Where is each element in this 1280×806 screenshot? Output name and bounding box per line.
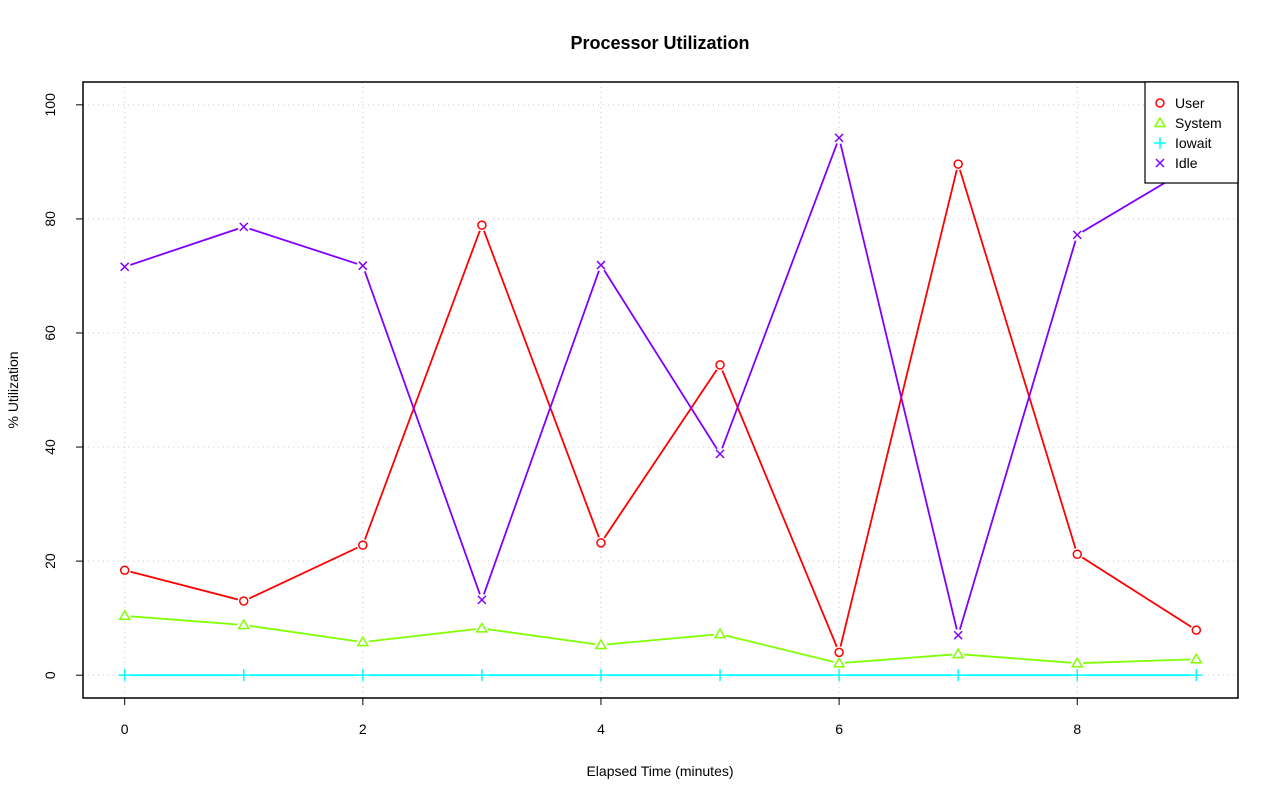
data-point-system: [237, 618, 251, 630]
grid: [83, 82, 1238, 698]
x-axis-label: Elapsed Time (minutes): [586, 763, 733, 779]
y-tick-label: 20: [42, 553, 58, 569]
legend-marker-system: [1153, 116, 1167, 128]
data-point-user: [238, 596, 249, 606]
legend-marker-user: [1155, 98, 1165, 108]
data-point-user: [953, 159, 963, 169]
data-point-idle: [120, 262, 130, 272]
y-tick-label: 40: [42, 439, 58, 455]
data-point-iowait: [118, 669, 131, 682]
data-point-iowait: [356, 669, 369, 682]
data-point-idle: [1072, 230, 1082, 240]
data-point-system: [475, 621, 489, 633]
data-point-system: [951, 647, 965, 659]
x-tick-label: 2: [359, 721, 367, 737]
data-point-system: [118, 609, 131, 621]
legend-label-user: User: [1175, 95, 1205, 111]
legend-label-iowait: Iowait: [1175, 135, 1212, 151]
data-point-iowait: [1190, 669, 1203, 682]
data-point-user: [596, 538, 606, 548]
data-point-user: [477, 220, 487, 230]
series-user: [118, 158, 1203, 659]
data-point-idle: [358, 261, 368, 271]
data-point-system: [832, 656, 846, 668]
series-line-system: [124, 614, 1197, 665]
series-iowait: [118, 669, 1203, 682]
data-point-idle: [477, 595, 487, 605]
data-point-iowait: [714, 669, 727, 682]
data-point-system: [594, 638, 608, 650]
y-tick-label: 60: [42, 325, 58, 341]
data-point-user: [1072, 549, 1083, 560]
x-tick-label: 8: [1073, 721, 1081, 737]
legend-label-system: System: [1175, 115, 1222, 131]
data-point-system: [1190, 652, 1203, 664]
data-point-system: [356, 635, 370, 647]
x-tick-label: 6: [835, 721, 843, 737]
series-line-user: [124, 160, 1197, 656]
data-point-idle: [953, 630, 963, 640]
data-point-iowait: [594, 669, 607, 682]
data-point-iowait: [237, 669, 250, 682]
x-tick-label: 0: [121, 721, 129, 737]
data-point-idle: [834, 133, 844, 143]
data-point-user: [358, 540, 368, 550]
x-tick-label: 4: [597, 721, 605, 737]
data-point-idle: [239, 222, 249, 232]
y-axis-label: % Utilization: [5, 351, 21, 428]
series-idle: [118, 131, 1203, 642]
chart-title: Processor Utilization: [570, 33, 749, 53]
y-tick-label: 0: [42, 671, 58, 679]
legend-marker-idle: [1155, 158, 1165, 168]
legend: User System Iowait Idle: [1144, 81, 1239, 184]
y-tick-label: 80: [42, 211, 58, 227]
data-point-user: [715, 360, 725, 370]
series-group: [118, 131, 1203, 682]
legend-marker-iowait: [1154, 137, 1166, 149]
data-point-system: [1070, 656, 1084, 668]
data-point-idle: [715, 449, 725, 459]
data-point-iowait: [1071, 669, 1084, 682]
series-line-idle: [124, 134, 1197, 639]
plot-border: [82, 81, 1239, 699]
data-point-iowait: [475, 669, 488, 682]
data-point-idle: [596, 260, 606, 270]
data-point-system: [713, 627, 727, 639]
data-point-iowait: [952, 669, 965, 682]
data-point-user: [119, 565, 130, 575]
data-point-user: [834, 647, 844, 658]
legend-label-idle: Idle: [1175, 155, 1198, 171]
y-tick-label: 100: [42, 93, 58, 117]
data-point-iowait: [833, 669, 846, 682]
series-system: [118, 609, 1203, 670]
data-point-user: [1191, 625, 1202, 635]
